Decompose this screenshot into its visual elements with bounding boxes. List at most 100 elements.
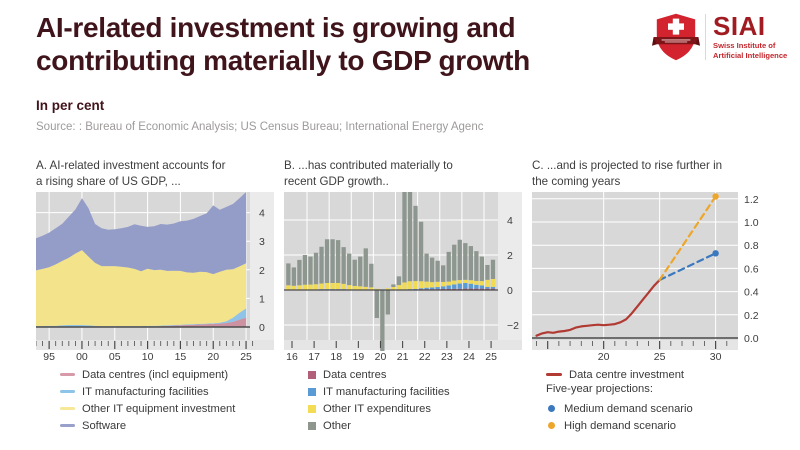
bar-segment	[308, 256, 313, 285]
bar-segment	[413, 281, 418, 289]
bar-segment	[474, 284, 479, 289]
y-axis-label: 4	[507, 215, 513, 227]
bar-segment	[313, 284, 319, 290]
bar-segment	[341, 283, 346, 290]
bar-segment	[407, 281, 413, 290]
bar-segment	[308, 284, 313, 290]
legend-label: Data centres	[323, 368, 387, 381]
panel-c-title: C. ...and is projected to rise further i…	[532, 158, 780, 192]
y-axis-label: 0	[259, 322, 265, 334]
bar-segment	[485, 264, 490, 280]
bar-segment	[485, 288, 490, 290]
legend-marker-medium-scenario	[548, 405, 555, 412]
panel-c-title-line2: the coming years	[532, 174, 621, 188]
bar-segment	[402, 282, 407, 290]
bar-segment	[385, 288, 391, 290]
bar-segment	[302, 284, 308, 290]
legend-marker-it-manufacturing	[308, 387, 316, 396]
bar-segment	[435, 287, 440, 290]
bar-segment	[479, 285, 485, 289]
y-axis-label: 0.6	[744, 263, 759, 275]
bar-segment	[286, 285, 291, 290]
x-axis-label: 23	[441, 351, 453, 362]
bar-segment	[358, 286, 363, 290]
x-axis-label: 20	[375, 351, 387, 362]
y-axis-label: 2	[507, 250, 513, 262]
legend-marker-it-manufacturing	[60, 390, 75, 393]
x-axis-label: 19	[353, 351, 365, 362]
bar-segment	[418, 288, 424, 290]
bar-segment	[429, 257, 435, 283]
panel-b-title-line2: recent GDP growth..	[284, 174, 389, 188]
bar-segment	[369, 263, 374, 288]
x-axis-label: 10	[142, 351, 154, 362]
legend-item: High demand scenario	[546, 417, 780, 434]
panel-a-legend: Data centres (incl equipment) IT manufac…	[36, 366, 276, 434]
bar-segment	[413, 205, 418, 282]
bar-segment	[313, 252, 319, 285]
bar-segment	[413, 288, 418, 290]
legend-label: Medium demand scenario	[564, 402, 693, 415]
bar-segment	[468, 283, 473, 289]
source-note: Source: : Bureau of Economic Analysis; U…	[36, 121, 484, 133]
bar-segment	[352, 259, 357, 286]
legend-item: IT manufacturing facilities	[308, 383, 524, 400]
y-axis-label: 0	[507, 285, 513, 297]
bar-segment	[358, 256, 363, 287]
bar-segment	[396, 276, 402, 286]
legend-item: Other	[308, 417, 524, 434]
bar-segment	[441, 281, 446, 287]
bar-segment	[319, 246, 324, 284]
bar-segment	[457, 283, 462, 289]
panel-c-chart: 20 25 30 0.0 0.2 0.4 0.6 0.8 1.0 1.2	[532, 192, 759, 362]
legend-marker-other	[308, 421, 316, 430]
bar-segment	[385, 290, 391, 315]
legend-item: Medium demand scenario	[546, 400, 780, 417]
bar-segment	[468, 246, 473, 281]
bar-segment	[330, 283, 335, 290]
bar-segment	[380, 290, 385, 351]
bar-segment	[352, 285, 357, 290]
panel-c-legend: Data centre investment Five-year project…	[532, 366, 780, 434]
bar-segment	[297, 259, 302, 286]
bar-segment	[407, 192, 413, 282]
bar-segment	[374, 288, 379, 290]
x-axis-label: 25	[485, 351, 497, 362]
panel-b-title: B. ...has contributed materially to rece…	[284, 158, 524, 192]
bar-segment	[452, 284, 457, 289]
panel-b-title-line1: B. ...has contributed materially to	[284, 159, 453, 172]
panel-b: B. ...has contributed materially to rece…	[284, 158, 524, 434]
siai-shield-icon	[652, 13, 700, 61]
legend-item: Other IT equipment investment	[60, 400, 276, 417]
bar-segment	[446, 251, 451, 282]
bar-segment	[424, 253, 429, 282]
bar-segment	[468, 288, 473, 290]
x-axis-label: 25	[654, 351, 666, 362]
bar-segment	[402, 192, 407, 283]
panel-a: A. AI-related investment accounts for a …	[36, 158, 276, 434]
legend-label: Software	[82, 419, 127, 432]
x-axis-label: 18	[330, 351, 342, 362]
bar-segment	[391, 284, 396, 288]
legend-item: Data centres	[308, 366, 524, 383]
bar-segment	[435, 281, 440, 288]
bar-segment	[286, 263, 291, 286]
legend-item: Software	[60, 417, 276, 434]
panel-a-title: A. AI-related investment accounts for a …	[36, 158, 276, 192]
legend-marker-high-scenario	[548, 422, 555, 429]
y-axis-label: 1	[259, 293, 265, 305]
bar-segment	[424, 281, 429, 288]
x-axis-label: 05	[109, 351, 121, 362]
tick-strip	[532, 340, 738, 350]
y-axis-label: 0.8	[744, 240, 759, 252]
plot-area	[532, 192, 738, 340]
tick-strip	[36, 340, 274, 350]
bar-segment	[374, 290, 379, 318]
area-series	[36, 250, 247, 327]
bar-segment	[446, 281, 451, 286]
bar-segment	[463, 243, 468, 280]
panel-b-legend: Data centres IT manufacturing facilities…	[284, 366, 524, 434]
legend-label: IT manufacturing facilities	[82, 385, 209, 398]
x-axis-label: 20	[207, 351, 219, 362]
